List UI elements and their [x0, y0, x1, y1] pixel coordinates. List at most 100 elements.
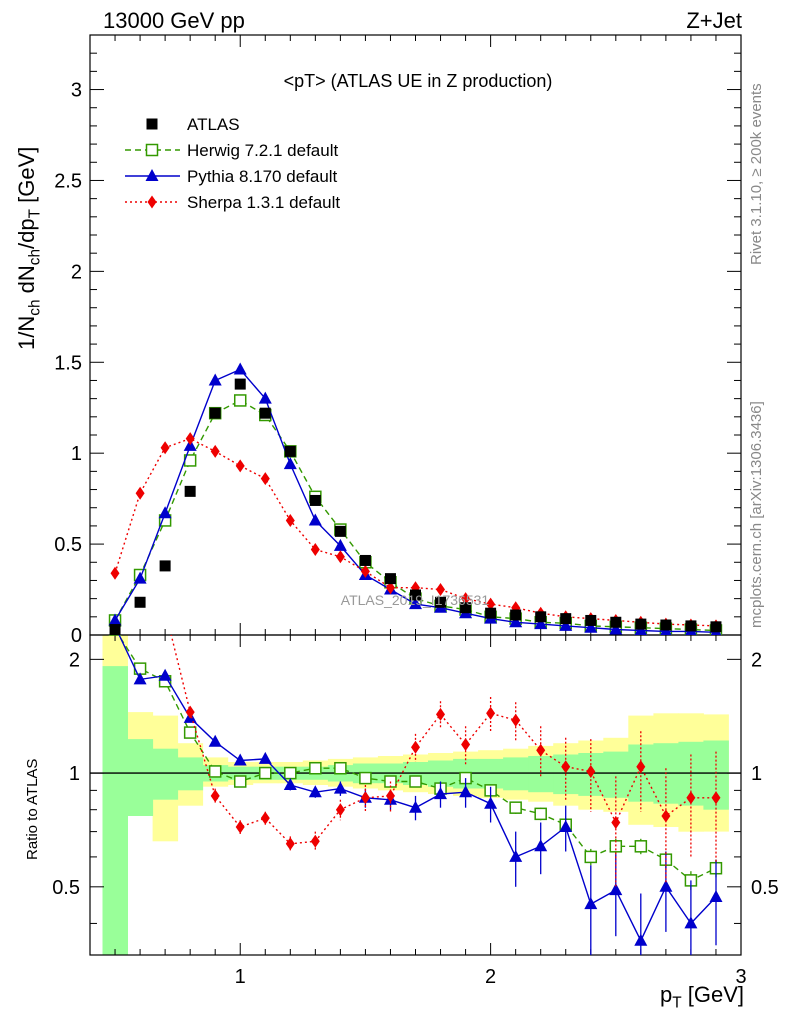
ratio-uncertainty-bands [102, 635, 729, 955]
atlas-point [259, 407, 271, 419]
pythia-ratio-point [559, 820, 573, 832]
ratio-y-tick-label-right: 1 [751, 763, 762, 785]
atlas-point [134, 596, 146, 608]
pythia-point [409, 597, 422, 610]
atlas-point [109, 624, 121, 635]
sherpa-ratio-point [136, 527, 145, 540]
sherpa-ratio-point [661, 809, 671, 823]
sherpa-point [135, 486, 145, 500]
sherpa-point [461, 592, 471, 606]
pythia-ratio-point [409, 800, 422, 813]
green-band-bin [177, 757, 204, 791]
atlas-point [334, 525, 346, 537]
sherpa-ratio-point [210, 789, 220, 803]
pythia-ratio-point [509, 849, 523, 862]
pythia-ratio-point [233, 753, 247, 766]
side-label-rivet: Rivet 3.1.10, ≥ 200k events [748, 83, 765, 265]
main-y-tick-label: 2 [71, 261, 82, 283]
atlas-point [710, 621, 722, 633]
sherpa-ratio-point [611, 816, 621, 829]
pythia-ratio-point [609, 883, 623, 896]
herwig-ratio-point [259, 766, 272, 780]
header-left-label: 13000 GeV pp [103, 8, 245, 33]
legend-label: Pythia 8.170 default [187, 167, 338, 186]
pythia-point [208, 373, 222, 386]
atlas-series [109, 378, 722, 635]
atlas-point [660, 619, 672, 631]
sherpa-ratio-point [636, 760, 646, 774]
main-y-tick-label: 2.5 [54, 170, 82, 192]
ratio-y-tick-label-right: 2 [751, 649, 762, 671]
sherpa-point [285, 514, 295, 527]
pythia-ratio-point [659, 879, 673, 892]
sherpa-point [210, 444, 220, 458]
pythia-ratio-point [158, 668, 172, 681]
herwig-ratio-point [509, 801, 522, 814]
legend-marker [145, 143, 159, 157]
atlas-point [585, 614, 597, 626]
sherpa-point [486, 597, 496, 611]
ratio-series-layer [108, 473, 723, 955]
herwig-ratio-point [634, 840, 648, 853]
legend-label: ATLAS [187, 115, 240, 134]
green-band-bin [603, 751, 629, 798]
sherpa-ratio-point [686, 791, 696, 805]
herwig-ratio-point [534, 807, 547, 821]
sherpa-ratio-point [285, 837, 295, 851]
main-y-tick-label: 0.5 [54, 534, 82, 556]
herwig-ratio-point [359, 771, 372, 785]
pythia-ratio-point [258, 751, 272, 764]
pythia-ratio-point [283, 778, 297, 790]
pythia-point [283, 457, 297, 470]
sherpa-point [160, 441, 170, 455]
pythia-ratio-point [584, 897, 598, 910]
x-tick-label: 1 [235, 966, 246, 988]
atlas-point [284, 445, 296, 457]
pythia-point [133, 571, 147, 584]
pythia-point [258, 391, 272, 404]
pythia-ratio-point [634, 933, 648, 946]
sherpa-ratio-point [111, 473, 120, 486]
sherpa-point [436, 583, 445, 596]
atlas-point [460, 602, 472, 614]
legend-label: Herwig 7.2.1 default [187, 141, 338, 160]
sherpa-ratio-point [360, 791, 370, 805]
atlas-point [535, 611, 547, 623]
pythia-ratio-point [208, 734, 222, 747]
herwig-ratio-point [334, 761, 347, 775]
pythia-ratio-point [333, 781, 347, 794]
sherpa-ratio-point [561, 760, 571, 774]
pythia-point [333, 538, 347, 551]
pythia-point [584, 620, 598, 633]
sherpa-ratio-point [486, 706, 496, 720]
sherpa-point [235, 459, 245, 473]
herwig-ratio-point [284, 766, 297, 780]
sherpa-ratio-point [260, 811, 270, 825]
pythia-point [108, 613, 122, 626]
pythia-point [158, 506, 172, 519]
atlas-point [209, 407, 221, 419]
herwig-ratio-point [183, 726, 197, 739]
sherpa-ratio-point [310, 834, 320, 848]
atlas-point [384, 573, 396, 585]
sherpa-point [185, 432, 195, 446]
pythia-ratio-point [434, 787, 447, 800]
sherpa-point [310, 543, 320, 556]
green-band-bin [503, 757, 529, 791]
side-label-mcplots: mcplots.cern.ch [arXiv:1306.3436] [748, 401, 765, 628]
main-y-tick-label: 3 [71, 80, 82, 102]
sherpa-point [110, 566, 120, 580]
ratio-y-tick-label-left: 1 [69, 763, 80, 785]
atlas-point [610, 616, 622, 628]
legend-marker [145, 169, 159, 181]
herwig-ratio-point [584, 850, 598, 864]
green-band-bin [102, 666, 128, 955]
atlas-point [184, 485, 196, 497]
pythia-ratio-point [684, 916, 698, 929]
green-band-bin [152, 748, 179, 800]
atlas-point [234, 378, 246, 390]
atlas-point [635, 618, 647, 630]
legend-marker [147, 195, 157, 209]
sherpa-ratio-point [335, 803, 345, 817]
